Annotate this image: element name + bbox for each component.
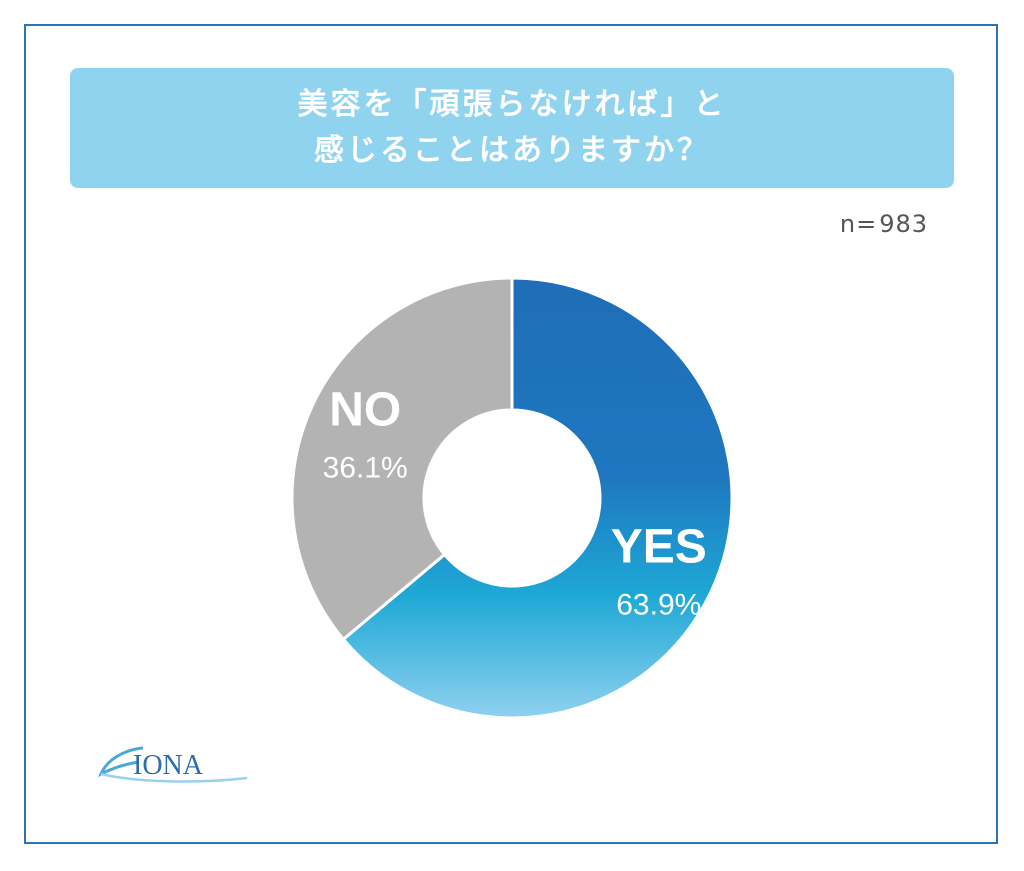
chart-title-line-1: 美容を「頑張らなければ」と <box>297 87 727 122</box>
label-no: NO <box>329 383 401 436</box>
sample-size: n=983 <box>840 210 930 238</box>
logo-text: IONA <box>133 750 204 781</box>
iona-logo: IONA <box>95 742 255 794</box>
label-yes: YES <box>611 521 707 574</box>
donut-labels: YES 63.9% NO 36.1% <box>323 383 707 621</box>
sample-size-value: 983 <box>879 210 928 238</box>
value-label-no: 36.1% <box>323 451 408 484</box>
slice-yes <box>341 276 734 720</box>
donut-slices <box>290 276 734 720</box>
chart-title-line-2: 感じることはありますか？ <box>314 133 710 168</box>
sample-size-label: n= <box>839 210 878 238</box>
slice-no <box>290 276 514 642</box>
chart-title-banner: 美容を「頑張らなければ」と 感じることはありますか？ <box>70 68 954 188</box>
value-label-yes: 63.9% <box>616 589 701 622</box>
